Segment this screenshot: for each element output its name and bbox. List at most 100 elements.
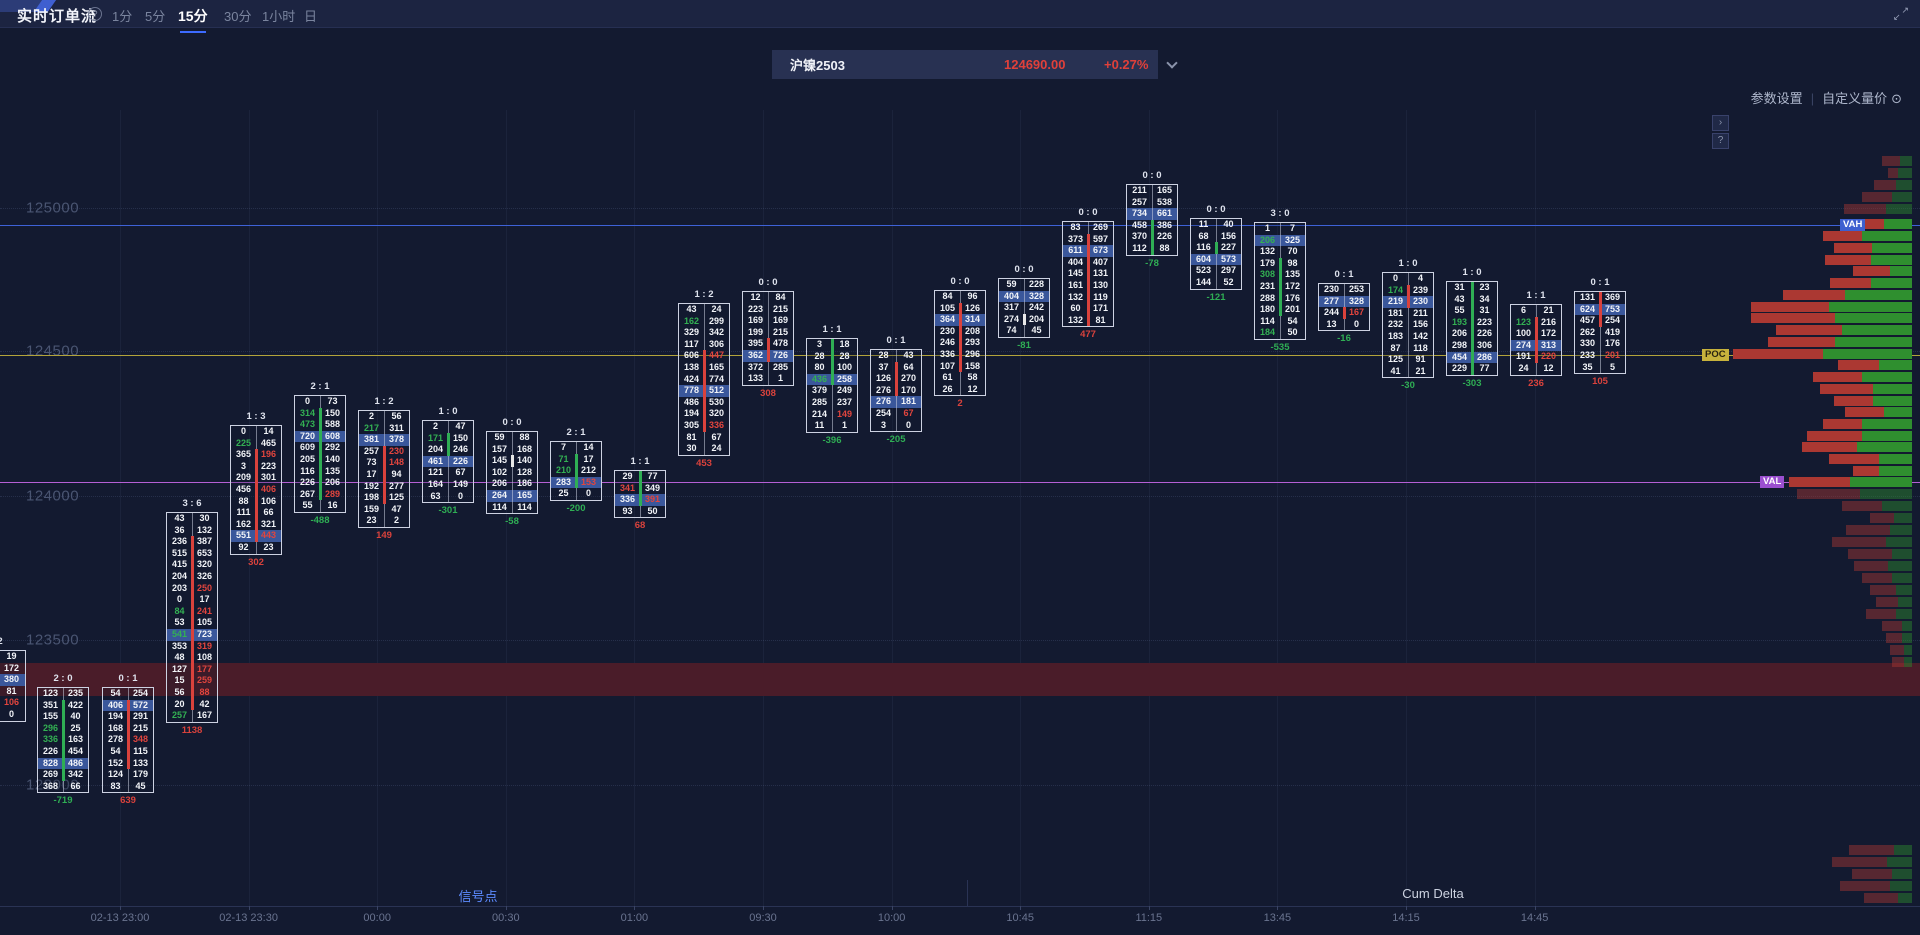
price-gridline [0,640,1920,641]
footprint-box: 28 43 37 64 126 270 276 170 276 181 254 67 3 0 [870,349,922,433]
footprint-column: 3 : 6 43 30 36 132 236 387 515 653 415 320 204 326 20… [166,498,218,736]
price-level-row: 298 306 [1447,340,1497,352]
bid-cell: 3 [816,339,822,349]
volume-profile-bar-sell [1892,192,1912,202]
delta-separator [1342,307,1346,319]
delta-separator [830,339,834,386]
ask-cell: 206 [324,477,341,488]
volume-profile-bar-sell [1898,893,1912,903]
signal-points-legend[interactable]: 信号点 [458,889,498,904]
volume-profile-bar-sell [1860,489,1912,499]
price-level-row: 0 17 [167,594,217,606]
price-level-row: 308 135 [1255,269,1305,281]
settings-button[interactable]: 参数设置 [1750,91,1803,106]
bid-cell: 35 [1582,361,1593,372]
ask-cell: 67 [711,431,722,442]
fullscreen-icon[interactable]: ↗ ↙ [1893,5,1909,22]
bid-cell: 225 [235,437,252,448]
bid-cell: 43 [686,304,697,314]
price-level-row: 15 259 [167,675,217,687]
bar-delta: -81 [1017,340,1031,351]
bid-cell: 551 [235,530,252,541]
delta-separator [958,302,962,373]
delta-separator [1278,257,1282,316]
price-level-row: 515 653 [167,548,217,560]
bid-cell: 269 [42,769,59,780]
tab-day[interactable]: 日 [304,9,318,24]
bid-cell: 60 [1070,303,1081,314]
ask-cell: 306 [708,338,725,349]
ask-cell: 108 [196,652,213,663]
bid-cell: 734 [1131,208,1148,219]
ask-cell: 342 [708,327,725,338]
ask-cell: 0 [905,419,911,430]
panel-help-button[interactable]: ? [1712,133,1729,149]
ask-cell: 447 [708,350,725,361]
bid-cell: 116 [1196,242,1211,253]
help-icon[interactable]: ? [88,7,102,21]
bid-cell: 0 [304,396,310,406]
bid-cell: 131 [1579,292,1596,302]
bid-cell: 229 [1451,363,1468,374]
volume-profile-bar-sell [1823,349,1912,359]
ask-cell: 319 [196,640,213,651]
price-level-row: 83 45 [103,781,153,793]
price-level-row: 162 321 [231,519,281,531]
time-axis-tick [763,906,764,910]
bid-cell: 278 [107,734,124,745]
volume-profile-bar-buy [1853,466,1879,476]
ask-cell: 96 [967,291,978,301]
price-level-row: 226 206 [295,477,345,489]
volume-profile-bar-sell [1882,501,1912,511]
instrument-selector[interactable]: 沪镍2503 124690.00 +0.27% [772,50,1178,79]
ask-cell: 21 [1543,305,1554,315]
gear-icon[interactable]: ⊙ [1891,91,1902,106]
price-level-row: 0 [0,709,25,721]
ask-cell: 196 [260,449,277,460]
ask-cell: 14 [263,426,274,436]
collapse-panel-button[interactable]: › [1712,115,1729,131]
ask-cell: 100 [836,362,853,373]
price-level-row: 100 172 [1511,328,1561,340]
imbalance-header: 1 : 3 [246,411,266,422]
bid-cell: 204 [171,570,188,581]
ask-cell: 538 [1156,196,1173,207]
bid-cell: 283 [555,476,572,487]
footprint-column: 2 : 0 123 235 351 422 155 40 296 25 336 163 226 454 8… [37,673,89,806]
ask-cell: 2 [393,515,399,526]
bid-cell: 308 [1259,269,1276,280]
custom-volume-price-button[interactable]: 自定义量价 [1822,91,1888,106]
ask-cell: 387 [196,536,213,547]
ask-cell: 653 [196,547,213,558]
tab-1min[interactable]: 1分 [112,9,133,24]
delta-separator [1598,292,1602,327]
tab-1hour[interactable]: 1小时 [262,9,296,24]
ask-cell: 176 [1604,338,1621,349]
bid-cell: 23 [366,515,377,526]
ask-cell: 378 [388,434,405,445]
bid-cell: 204 [427,444,444,455]
volume-profile-bar-buy [1888,168,1898,178]
bid-cell: 192 [363,480,380,491]
imbalance-header: 1 : 1 [1526,290,1546,301]
price-level-row: 11 40 [1191,219,1241,231]
ask-cell: 77 [1479,363,1490,374]
bar-delta: 68 [634,520,646,532]
tab-5min[interactable]: 5分 [145,9,166,24]
bid-cell: 364 [939,314,956,325]
price-level-row: 55 31 [1447,305,1497,317]
price-level-row: 28 28 [807,351,857,363]
footprint-column: 1 : 2 43 24 162 299 329 342 117 306 606 447 138 165 4… [678,289,730,469]
imbalance-header: 2 : 0 [53,673,73,684]
ask-cell: 325 [1284,234,1301,245]
tab-30min[interactable]: 30分 [224,9,252,24]
time-axis-tick [1020,906,1022,910]
footprint-column: 1 : 1 29 77 341 349 336 391 93 50 68 [614,456,666,531]
ask-cell: 170 [900,384,917,395]
bid-cell: 458 [1131,219,1148,230]
volume-profile-bar-sell [1904,645,1912,655]
bid-cell: 198 [363,492,380,503]
tab-15min[interactable]: 15分 [178,8,208,33]
delta-separator [510,455,514,467]
chevron-down-icon[interactable] [1166,57,1178,69]
